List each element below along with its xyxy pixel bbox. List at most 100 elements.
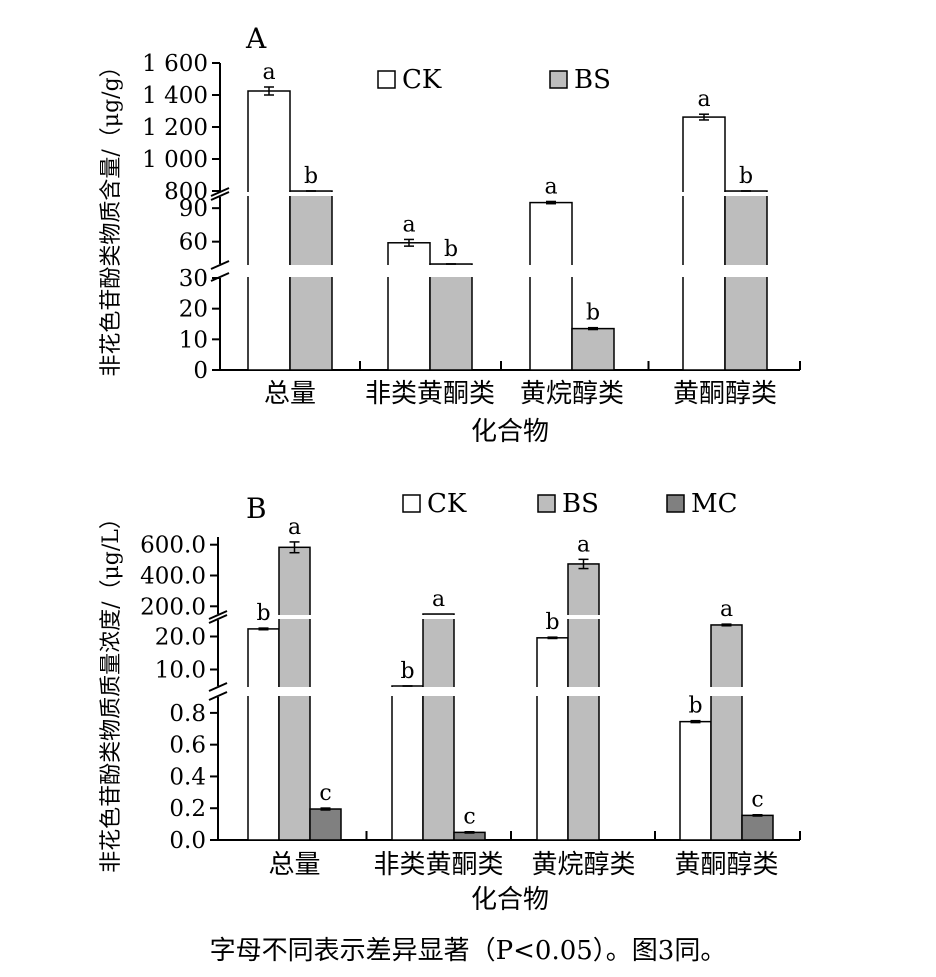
bar-break-gap [422, 615, 455, 619]
bar [422, 613, 455, 841]
bar [567, 563, 600, 841]
y-tick-label: 10 [179, 327, 208, 353]
x-category-label: 黄酮醇类 [673, 379, 777, 409]
bar-break-gap [724, 265, 768, 277]
y-tick-label: 60 [179, 230, 208, 256]
y-tick-label: 1 600 [142, 51, 208, 77]
figure-caption: 字母不同表示差异显著（P<0.05）。图3同。 [209, 936, 727, 966]
bar-break-gap [289, 265, 333, 277]
bar-break-gap [710, 687, 743, 696]
significance-letter: b [545, 610, 559, 635]
bar [387, 242, 431, 371]
bar-break-gap [422, 687, 455, 696]
y-tick-label: 30 [179, 266, 208, 292]
y-tick-label: 800 [164, 179, 208, 205]
x-category-label: 总量 [264, 379, 316, 409]
legend-label: BS [574, 65, 611, 95]
y-tick-label: 0.0 [169, 828, 206, 854]
y-tick-label: 1 200 [142, 115, 208, 141]
y-tick-label: 0 [193, 358, 208, 384]
significance-letter: b [304, 164, 318, 189]
axis-break-mark [208, 610, 228, 620]
significance-letter: b [586, 301, 600, 326]
bar [391, 685, 424, 841]
x-category-label: 总量 [268, 850, 320, 880]
y-axis-title: 非花色苷酚类物质含量/（μg/g） [99, 55, 124, 376]
y-tick-label: 1 000 [142, 147, 208, 173]
bar [529, 201, 573, 371]
bar [724, 190, 768, 371]
x-category-label: 非类黄酮类 [373, 850, 503, 880]
y-tick-label: 1 400 [142, 83, 208, 109]
legend-label: BS [562, 489, 599, 519]
bar-break-gap [278, 615, 311, 619]
bar-break-gap [289, 192, 333, 196]
x-category-label: 非类黄酮类 [365, 379, 495, 409]
x-category-label: 黄酮醇类 [674, 850, 778, 880]
bar [682, 116, 726, 371]
x-category-label: 黄烷醇类 [520, 379, 624, 409]
significance-letter: c [751, 788, 763, 813]
bar-break-gap [724, 192, 768, 196]
axis-break-mark [208, 691, 228, 701]
y-tick-label: 600.0 [140, 533, 206, 559]
significance-letter: a [288, 515, 301, 540]
significance-letter: a [577, 532, 590, 557]
y-tick-label: 20 [179, 297, 208, 323]
significance-letter: b [688, 694, 702, 719]
y-tick-label: 0.6 [169, 733, 206, 759]
y-tick-label: 10.0 [155, 658, 206, 684]
significance-letter: b [739, 164, 753, 189]
legend-swatch [537, 494, 556, 513]
legend-label: MC [691, 489, 738, 519]
significance-letter: a [697, 87, 710, 112]
y-tick-label: 200.0 [140, 594, 206, 620]
bar [741, 814, 774, 841]
bar-break-gap [278, 687, 311, 696]
significance-letter: a [262, 60, 275, 85]
significance-letter: c [463, 805, 475, 830]
legend-label: CK [402, 65, 442, 95]
panel-label: B [246, 492, 267, 525]
bar-break-gap [247, 265, 291, 277]
significance-letter: b [444, 237, 458, 262]
panel-b-chart: 0.0 0.2 0.4 0.6 0.8 10.0 20.0 200.0 400.0 600.0 b b… [99, 489, 801, 915]
bar-break-gap [536, 687, 569, 696]
significance-letter: b [400, 659, 414, 684]
bar-break-gap [387, 265, 431, 277]
bar-break-gap [567, 615, 600, 619]
y-tick-label: 20.0 [155, 625, 206, 651]
x-axis-title: 化合物 [471, 885, 549, 915]
significance-letter: a [432, 587, 445, 612]
bar [247, 628, 280, 841]
y-axis-title: 非花色苷酚类物质质量浓度/（μg/L） [99, 507, 124, 873]
bar [309, 808, 342, 841]
significance-letter: a [402, 212, 415, 237]
bar-break-gap [247, 192, 291, 196]
bar [429, 263, 473, 371]
legend-label: CK [427, 489, 467, 519]
bar [710, 624, 743, 841]
bar-break-gap [567, 687, 600, 696]
significance-letter: b [256, 601, 270, 626]
bar [679, 720, 712, 841]
axis-break-mark [208, 682, 228, 692]
axis-break-mark [210, 191, 230, 201]
bar [289, 190, 333, 371]
y-tick-label: 0.2 [169, 796, 206, 822]
bar-break-gap [247, 687, 280, 696]
axis-break-mark [208, 614, 228, 624]
legend-swatch [377, 70, 396, 89]
bar-break-gap [429, 265, 473, 277]
y-tick-label: 0.8 [169, 701, 206, 727]
y-tick-label: 400.0 [140, 564, 206, 590]
x-axis-title: 化合物 [471, 417, 549, 447]
significance-letter: a [544, 174, 557, 199]
x-category-label: 黄烷醇类 [531, 850, 635, 880]
y-tick-label: 90 [179, 196, 208, 222]
bar-break-gap [391, 687, 424, 696]
panel-label: A [245, 22, 267, 55]
bar [247, 90, 291, 371]
